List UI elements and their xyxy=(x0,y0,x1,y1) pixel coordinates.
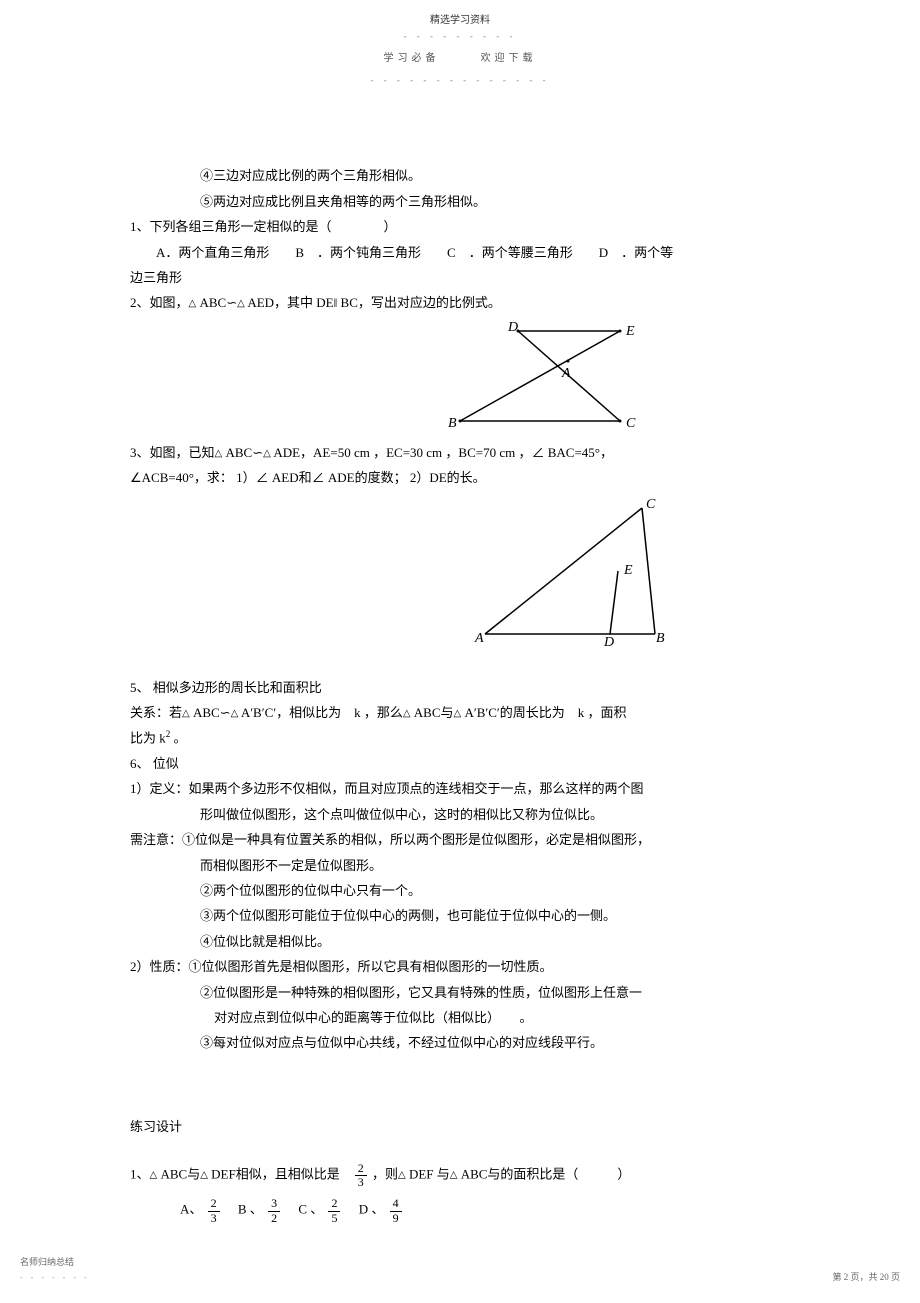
s5-d: ABC与 xyxy=(411,705,454,720)
frac-den: 5 xyxy=(328,1212,340,1225)
question-1: 1、下列各组三角形一定相似的是（ ） xyxy=(130,215,790,238)
figure-1-row: D E A B C xyxy=(130,321,790,431)
section-6-prop-c: 对对应点到位似中心的距离等于位似比（相似比） 。 xyxy=(130,1006,790,1029)
section-5-relation2: 比为 k2 。 xyxy=(130,726,790,750)
main-content: ④三边对应成比例的两个三角形相似。 ⑤两边对应成比例且夹角相等的两个三角形相似。… xyxy=(0,88,920,1224)
section-6-note1b: 而相似图形不一定是位似图形。 xyxy=(130,854,790,877)
practice-q1: 1、△ ABC与△ DEF相似，且相似比是 23 ，则△ DEF 与△ ABC与… xyxy=(130,1162,790,1189)
question-1-options: A．两个直角三角形 B ．两个钝角三角形 C ．两个等腰三角形 D ．两个等 xyxy=(130,241,790,264)
section-5-relation: 关系：若△ ABC∽△ A′B′C′，相似比为 k ，那么△ ABC与△ A′B… xyxy=(130,701,790,724)
fig1-label-B: B xyxy=(448,416,457,431)
triangle-icon: △ xyxy=(200,1170,208,1181)
q2-aed: AED，其中 DE‖ BC，写出对应边的比例式。 xyxy=(245,295,501,310)
page-subheader: 学习必备 欢迎下载 xyxy=(0,44,920,74)
section-5-title: 5、 相似多边形的周长比和面积比 xyxy=(130,676,790,699)
s5-a: 关系：若 xyxy=(130,705,182,720)
fraction-3-2: 32 xyxy=(268,1197,280,1224)
rule-4: ④三边对应成比例的两个三角形相似。 xyxy=(130,164,790,187)
frac-den: 2 xyxy=(268,1212,280,1225)
triangle-icon: △ xyxy=(403,708,411,719)
fraction-2-3: 23 xyxy=(355,1162,367,1189)
frac-den: 9 xyxy=(390,1212,402,1225)
q3-mid2: ADE，AE=50 cm ，EC=30 cm ，BC=70 cm ，∠ BAC=… xyxy=(271,445,613,460)
section-6-def-b: 形叫做位似图形，这个点叫做位似中心，这时的相似比又称为位似比。 xyxy=(130,803,790,826)
frac-num: 4 xyxy=(390,1197,402,1211)
pq1-f: ABC与的面积比是（ ） xyxy=(457,1167,630,1182)
question-3-line2: ∠ACB=40°，求： 1）∠ AED和∠ ADE的度数； 2）DE的长。 xyxy=(130,466,790,489)
triangle-icon: △ xyxy=(263,448,271,459)
fraction-2-3b: 23 xyxy=(208,1197,220,1224)
q2-abc: ABC∽ xyxy=(196,295,237,310)
s5-b: ABC∽ xyxy=(190,705,231,720)
section-6-def-a: 1）定义：如果两个多边形不仅相似，而且对应顶点的连线相交于一点，那么这样的两个图 xyxy=(130,777,790,800)
rule-5: ⑤两边对应成比例且夹角相等的两个三角形相似。 xyxy=(130,190,790,213)
frac-num: 2 xyxy=(208,1197,220,1211)
figure-2-row: A B D E C xyxy=(130,496,790,646)
frac-num: 2 xyxy=(355,1162,367,1176)
q3-mid1: ABC∽ xyxy=(222,445,263,460)
opt-C: C 、 xyxy=(285,1202,323,1217)
frac-den: 3 xyxy=(208,1212,220,1225)
fig2-label-C: C xyxy=(646,497,656,512)
s5-c: A′B′C′，相似比为 k ，那么 xyxy=(238,705,403,720)
subheader-right: 欢迎下载 xyxy=(481,53,537,64)
pq1-b: ABC与 xyxy=(157,1167,200,1182)
opt-A: A、 xyxy=(180,1202,202,1217)
section-6-note1: 需注意：①位似是一种具有位置关系的相似，所以两个图形是位似图形，必定是相似图形， xyxy=(130,828,790,851)
footer-left-text: 名师归纳总结 xyxy=(20,1254,90,1270)
practice-q1-options: A、 23 B 、 32 C 、 25 D 、 49 xyxy=(130,1197,790,1224)
frac-num: 2 xyxy=(328,1197,340,1211)
q3-pre: 3、如图，已知 xyxy=(130,445,215,460)
pq1-c: DEF相似，且相似比是 xyxy=(208,1167,353,1182)
section-6-note3: ③两个位似图形可能位于位似中心的两侧，也可能位于位似中心的一侧。 xyxy=(130,904,790,927)
fig1-label-E: E xyxy=(625,324,635,339)
footer-left: 名师归纳总结 - - - - - - - xyxy=(20,1254,90,1285)
pq1-a: 1、 xyxy=(130,1167,150,1182)
page-header-top: 精选学习资料 xyxy=(0,0,920,30)
section-6-prop-d: ③每对位似对应点与位似中心共线，不经过位似中心的对应线段平行。 xyxy=(130,1031,790,1054)
figure-2: A B D E C xyxy=(470,496,670,646)
section-6-prop: 2）性质：①位似图形首先是相似图形，所以它具有相似图形的一切性质。 xyxy=(130,955,790,978)
footer-left-dots: - - - - - - - xyxy=(20,1271,90,1285)
subheader-left: 学习必备 xyxy=(384,53,440,64)
section-6-title: 6、 位似 xyxy=(130,752,790,775)
pq1-d: ，则 xyxy=(369,1167,398,1182)
triangle-icon: △ xyxy=(398,1170,406,1181)
fraction-2-5: 25 xyxy=(328,1197,340,1224)
fig1-label-C: C xyxy=(626,416,636,431)
s5-e: A′B′C′的周长比为 k ，面积 xyxy=(461,705,626,720)
triangle-icon: △ xyxy=(237,298,245,309)
fraction-4-9: 49 xyxy=(390,1197,402,1224)
question-1-options-end: 边三角形 xyxy=(130,266,790,289)
section-6-prop-b: ②位似图形是一种特殊的相似图形，它又具有特殊的性质，位似图形上任意一 xyxy=(130,981,790,1004)
opt-D: D 、 xyxy=(346,1202,385,1217)
question-2: 2、如图，△ ABC∽△ AED，其中 DE‖ BC，写出对应边的比例式。 xyxy=(130,291,790,314)
opt-B: B 、 xyxy=(225,1202,263,1217)
figure-1: D E A B C xyxy=(440,321,650,431)
triangle-icon: △ xyxy=(182,708,190,719)
fig2-label-E: E xyxy=(623,563,633,578)
fig2-label-B: B xyxy=(656,631,665,646)
practice-title: 练习设计 xyxy=(130,1115,790,1138)
frac-num: 3 xyxy=(268,1197,280,1211)
fig1-label-D: D xyxy=(507,321,518,335)
footer-right: 第 2 页，共 20 页 xyxy=(832,1269,900,1285)
fig1-label-A: A xyxy=(561,366,571,381)
fig2-label-A: A xyxy=(474,631,484,646)
header-underline: - - - - - - - - - - - - - - xyxy=(0,72,920,88)
s5-r2-end: 。 xyxy=(170,731,186,746)
header-dashes-top: - - - - - - - - - xyxy=(0,28,920,44)
s5-r2: 比为 k xyxy=(130,731,166,746)
q2-pre: 2、如图， xyxy=(130,295,189,310)
section-6-note4: ④位似比就是相似比。 xyxy=(130,930,790,953)
question-3-line1: 3、如图，已知△ ABC∽△ ADE，AE=50 cm ，EC=30 cm ，B… xyxy=(130,441,790,464)
section-6-note2: ②两个位似图形的位似中心只有一个。 xyxy=(130,879,790,902)
pq1-e: DEF 与 xyxy=(406,1167,450,1182)
frac-den: 3 xyxy=(355,1176,367,1189)
fig2-label-D: D xyxy=(603,635,614,646)
